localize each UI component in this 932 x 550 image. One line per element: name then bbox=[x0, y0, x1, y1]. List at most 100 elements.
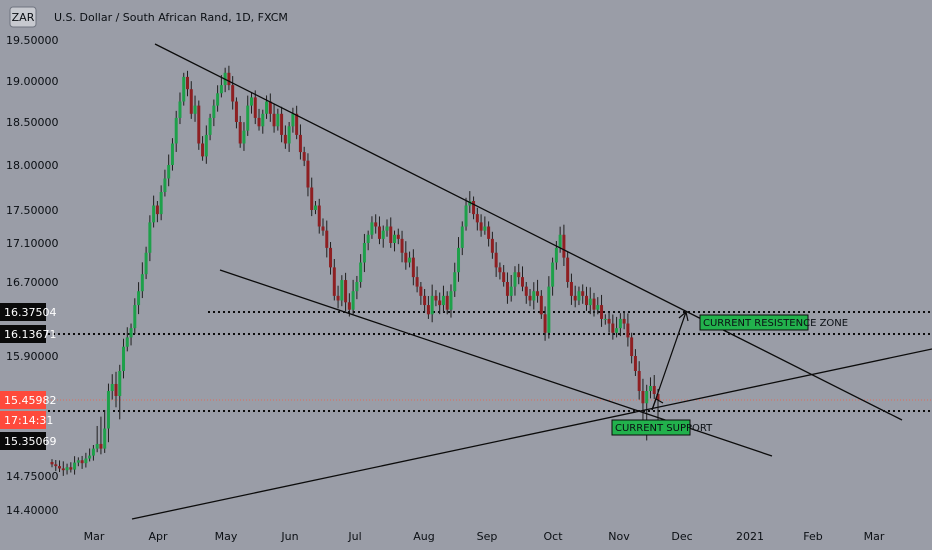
candle[interactable] bbox=[231, 76, 235, 110]
candle[interactable] bbox=[178, 92, 182, 125]
candle[interactable] bbox=[201, 136, 205, 161]
candle[interactable] bbox=[547, 276, 551, 339]
candle[interactable] bbox=[61, 461, 65, 476]
candle[interactable] bbox=[122, 338, 126, 379]
candle[interactable] bbox=[125, 327, 129, 352]
candle[interactable] bbox=[283, 125, 287, 149]
candle[interactable] bbox=[261, 109, 265, 134]
candle[interactable] bbox=[618, 313, 622, 337]
candle[interactable] bbox=[295, 105, 299, 140]
candle[interactable] bbox=[573, 285, 577, 308]
candle[interactable] bbox=[404, 241, 408, 270]
candle[interactable] bbox=[155, 201, 159, 223]
candle[interactable] bbox=[509, 274, 513, 302]
candle[interactable] bbox=[189, 81, 193, 119]
candle[interactable] bbox=[366, 230, 370, 251]
candle[interactable] bbox=[374, 214, 378, 234]
candle[interactable] bbox=[246, 95, 250, 136]
candle[interactable] bbox=[216, 85, 220, 112]
candle[interactable] bbox=[110, 374, 114, 400]
candle[interactable] bbox=[272, 103, 276, 133]
candle[interactable] bbox=[513, 266, 517, 296]
candle[interactable] bbox=[505, 272, 509, 304]
candle[interactable] bbox=[197, 100, 201, 150]
candle[interactable] bbox=[54, 460, 58, 472]
candle[interactable] bbox=[313, 201, 317, 215]
candle[interactable] bbox=[520, 266, 524, 292]
candle[interactable] bbox=[65, 463, 69, 475]
candle[interactable] bbox=[603, 314, 607, 325]
candle[interactable] bbox=[291, 107, 295, 133]
candle[interactable] bbox=[400, 230, 404, 263]
candle[interactable] bbox=[615, 316, 619, 338]
candle[interactable] bbox=[588, 287, 592, 315]
candle[interactable] bbox=[551, 257, 555, 296]
candle[interactable] bbox=[103, 409, 107, 453]
candle[interactable] bbox=[592, 292, 596, 317]
upper-trendline[interactable] bbox=[154, 43, 903, 421]
trendlines[interactable] bbox=[131, 43, 932, 520]
candle[interactable] bbox=[633, 349, 637, 376]
candle[interactable] bbox=[114, 371, 118, 408]
candle[interactable] bbox=[302, 146, 306, 167]
candle[interactable] bbox=[362, 233, 366, 273]
candle[interactable] bbox=[152, 195, 156, 228]
candle[interactable] bbox=[265, 95, 269, 119]
candle[interactable] bbox=[91, 445, 95, 461]
candle[interactable] bbox=[50, 459, 54, 468]
candle[interactable] bbox=[355, 275, 359, 300]
candle[interactable] bbox=[408, 251, 412, 268]
candle[interactable] bbox=[238, 115, 242, 148]
candle[interactable] bbox=[430, 284, 434, 323]
candle[interactable] bbox=[347, 293, 351, 317]
candle[interactable] bbox=[317, 198, 321, 234]
candle[interactable] bbox=[490, 231, 494, 259]
candle[interactable] bbox=[287, 122, 291, 152]
candle[interactable] bbox=[298, 124, 302, 160]
candle[interactable] bbox=[170, 138, 174, 171]
candle[interactable] bbox=[329, 242, 333, 275]
candle[interactable] bbox=[611, 314, 615, 340]
candle[interactable] bbox=[133, 298, 137, 334]
candle[interactable] bbox=[502, 265, 506, 287]
candle[interactable] bbox=[186, 70, 190, 97]
candle[interactable] bbox=[204, 125, 208, 164]
candle[interactable] bbox=[95, 425, 99, 453]
candle[interactable] bbox=[377, 216, 381, 245]
candle[interactable] bbox=[460, 221, 464, 256]
candle[interactable] bbox=[73, 456, 77, 475]
candle[interactable] bbox=[498, 262, 502, 280]
candle[interactable] bbox=[626, 313, 630, 347]
candle[interactable] bbox=[449, 284, 453, 318]
candle[interactable] bbox=[472, 196, 476, 220]
candle[interactable] bbox=[389, 217, 393, 248]
candle[interactable] bbox=[268, 93, 272, 122]
candle[interactable] bbox=[99, 416, 103, 455]
candle[interactable] bbox=[182, 72, 186, 106]
candle[interactable] bbox=[310, 177, 314, 217]
candle[interactable] bbox=[532, 282, 536, 310]
candle[interactable] bbox=[118, 364, 122, 420]
candle[interactable] bbox=[479, 214, 483, 237]
candle[interactable] bbox=[84, 452, 88, 468]
candle[interactable] bbox=[423, 289, 427, 312]
candle[interactable] bbox=[648, 377, 652, 399]
candle[interactable] bbox=[144, 246, 148, 280]
candle[interactable] bbox=[426, 296, 430, 319]
candle[interactable] bbox=[630, 332, 634, 364]
candle[interactable] bbox=[344, 272, 348, 312]
candle[interactable] bbox=[543, 306, 547, 341]
candle[interactable] bbox=[208, 113, 212, 141]
candle[interactable] bbox=[419, 282, 423, 305]
candle[interactable] bbox=[637, 361, 641, 400]
candle[interactable] bbox=[193, 95, 197, 122]
candle[interactable] bbox=[396, 228, 400, 245]
candle[interactable] bbox=[566, 251, 570, 288]
candle[interactable] bbox=[517, 263, 521, 285]
candle[interactable] bbox=[441, 285, 445, 312]
candle[interactable] bbox=[306, 153, 310, 197]
candle[interactable] bbox=[494, 242, 498, 277]
candle[interactable] bbox=[370, 216, 374, 239]
candle[interactable] bbox=[581, 284, 585, 304]
